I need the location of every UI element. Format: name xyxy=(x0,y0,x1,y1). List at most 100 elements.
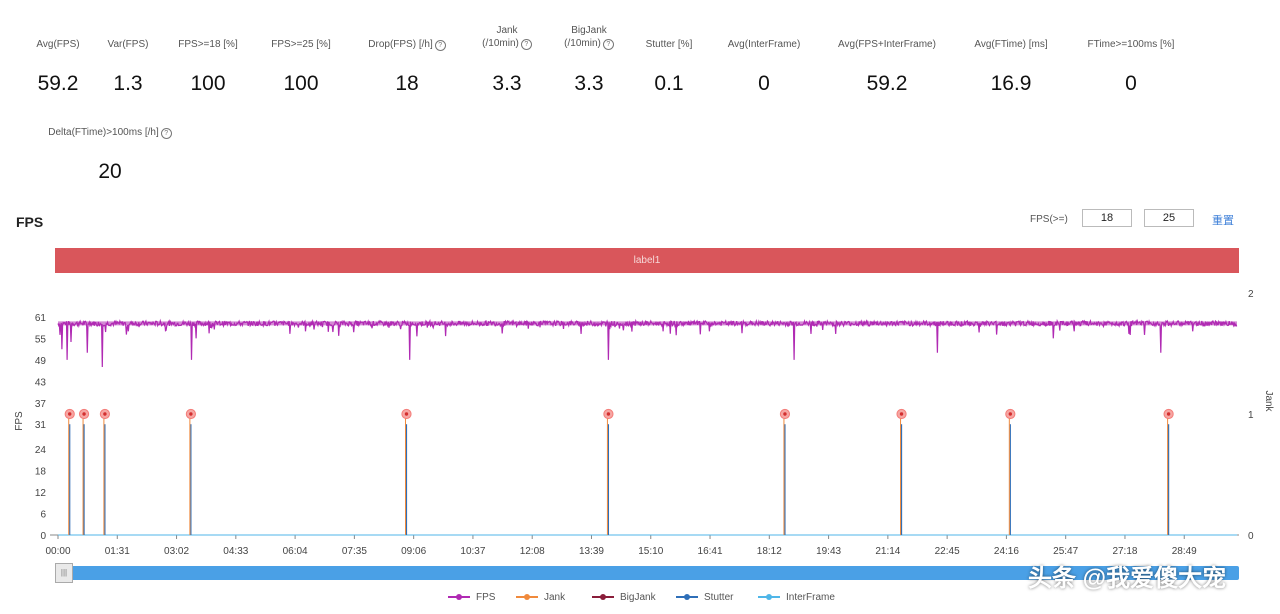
bigjank-marker-core xyxy=(103,412,107,416)
x-tick-label: 15:10 xyxy=(638,546,663,557)
fps-line xyxy=(57,318,1238,368)
y-tick-label: 49 xyxy=(35,356,47,367)
stat-label: Delta(FTime)>100ms [/h]? xyxy=(40,126,180,139)
y-tick-label: 55 xyxy=(35,334,47,345)
stat-label: Avg(FPS+InterFrame) xyxy=(838,39,936,50)
help-icon[interactable]: ? xyxy=(602,39,614,50)
stat-1: Var(FPS) 1.3 xyxy=(58,38,198,95)
x-tick-label: 09:06 xyxy=(401,546,426,557)
legend-dot xyxy=(766,594,772,601)
stat-4: Drop(FPS) [/h]? 18 xyxy=(337,38,477,95)
stat-3: FPS>=25 [%] 100 xyxy=(231,38,371,95)
stat-label: Jank (/10min)? xyxy=(437,24,577,50)
legend-label: BigJank xyxy=(620,592,656,603)
reset-button[interactable]: 重置 xyxy=(1212,215,1234,227)
y-axis-label: FPS xyxy=(14,411,25,431)
legend-item-fps[interactable]: FPS xyxy=(448,590,495,606)
help-icon[interactable]: ? xyxy=(160,128,172,139)
fps-threshold-input-1[interactable] xyxy=(1082,209,1132,227)
slider-handle[interactable]: ||| xyxy=(55,563,73,583)
x-tick-label: 12:08 xyxy=(520,546,545,557)
legend-swatch xyxy=(758,594,780,601)
fps-threshold-input-2[interactable] xyxy=(1144,209,1194,227)
y-tick-label: 18 xyxy=(35,467,47,478)
watermark: 头条 @我爱傻大宠 xyxy=(1028,565,1227,592)
legend-item-bigjank[interactable]: BigJank xyxy=(592,590,656,606)
stat-label: BigJank (/10min)? xyxy=(519,24,659,50)
bigjank-marker-core xyxy=(404,412,409,416)
bigjank-marker-core xyxy=(899,412,904,416)
bigjank-marker-core xyxy=(1008,412,1013,416)
y2-axis-label: Jank xyxy=(1263,390,1274,412)
stat-10: Avg(FTime) [ms] 16.9 xyxy=(941,38,1081,95)
stat-value: 100 xyxy=(283,72,319,95)
bigjank-marker-core xyxy=(189,412,193,416)
time-range-slider[interactable] xyxy=(55,566,1239,580)
stat-label: FPS>=25 [%] xyxy=(271,39,331,50)
stat-label: Avg(InterFrame) xyxy=(727,39,801,50)
y-tick-label: 31 xyxy=(35,420,47,431)
stat-2: FPS>=18 [%] 100 xyxy=(138,38,278,95)
help-icon[interactable]: ? xyxy=(434,40,446,51)
x-tick-label: 22:45 xyxy=(935,546,960,557)
stat-label: FPS>=18 [%] xyxy=(178,39,238,50)
stat-label: Stutter [%] xyxy=(645,39,693,50)
legend-swatch xyxy=(676,594,698,601)
y-tick-label: 37 xyxy=(35,399,47,410)
legend-swatch xyxy=(516,594,538,601)
x-tick-label: 03:02 xyxy=(164,546,189,557)
stat-value: 0 xyxy=(758,72,770,95)
stat-value: 18 xyxy=(395,72,419,95)
y-tick-label: 12 xyxy=(35,488,47,499)
stat-value: 16.9 xyxy=(990,72,1032,95)
stat-value: 59.2 xyxy=(37,72,79,95)
stat-label: Drop(FPS) [/h]? xyxy=(337,38,477,51)
legend-label: InterFrame xyxy=(786,592,835,603)
stat-5: Jank (/10min)? 3.3 xyxy=(437,24,577,95)
help-icon[interactable]: ? xyxy=(520,39,532,50)
stat-value: 3.3 xyxy=(574,72,604,95)
legend-label: Stutter xyxy=(704,592,734,603)
x-tick-label: 07:35 xyxy=(342,546,367,557)
legend-dot xyxy=(600,594,606,601)
legend-dot xyxy=(456,594,462,601)
stat-7: Stutter [%] 0.1 xyxy=(599,38,739,95)
label-bar[interactable]: label1 xyxy=(55,248,1239,273)
stat-9: Avg(FPS+InterFrame) 59.2 xyxy=(817,38,957,95)
stat-value: 59.2 xyxy=(866,72,908,95)
stat-label: FTime>=100ms [%] xyxy=(1087,39,1175,50)
stat-8: Avg(InterFrame) 0 xyxy=(694,38,834,95)
stat-12: Delta(FTime)>100ms [/h]? 20 xyxy=(40,126,180,183)
stat-value: 3.3 xyxy=(492,72,522,95)
y2-tick-label: 1 xyxy=(1248,410,1254,421)
legend-item-stutter[interactable]: Stutter xyxy=(676,590,733,606)
stat-label: Avg(FPS) xyxy=(36,39,80,50)
stat-value: 1.3 xyxy=(113,72,143,95)
stat-value: 20 xyxy=(98,160,122,183)
x-tick-label: 06:04 xyxy=(283,546,308,557)
bigjank-marker-core xyxy=(82,412,86,416)
stat-0: Avg(FPS) 59.2 xyxy=(0,38,128,95)
section-title: FPS xyxy=(16,214,44,230)
y-tick-label: 6 xyxy=(40,510,46,521)
stat-6: BigJank (/10min)? 3.3 xyxy=(519,24,659,95)
y-tick-label: 0 xyxy=(40,531,46,542)
bigjank-marker-core xyxy=(68,412,72,416)
stats-panel: Avg(FPS) 59.2 Var(FPS) 1.3 FPS>=18 [%] 100 FPS… xyxy=(0,0,1280,200)
x-tick-label: 21:14 xyxy=(875,546,900,557)
legend-label: FPS xyxy=(476,592,496,603)
chart-legend: FPS Jank BigJank Stutter InterFrame xyxy=(440,590,920,606)
legend-item-interframe[interactable]: InterFrame xyxy=(758,590,835,606)
x-tick-label: 24:16 xyxy=(994,546,1019,557)
bigjank-marker-core xyxy=(783,412,787,416)
legend-label: Jank xyxy=(544,592,566,603)
legend-dot xyxy=(524,594,530,601)
x-tick-label: 27:18 xyxy=(1112,546,1137,557)
legend-swatch xyxy=(448,594,470,601)
stat-label: Var(FPS) xyxy=(107,39,149,50)
legend-dot xyxy=(684,594,690,601)
stat-value: 0.1 xyxy=(654,72,684,95)
legend-item-jank[interactable]: Jank xyxy=(516,590,565,606)
x-tick-label: 18:12 xyxy=(757,546,782,557)
